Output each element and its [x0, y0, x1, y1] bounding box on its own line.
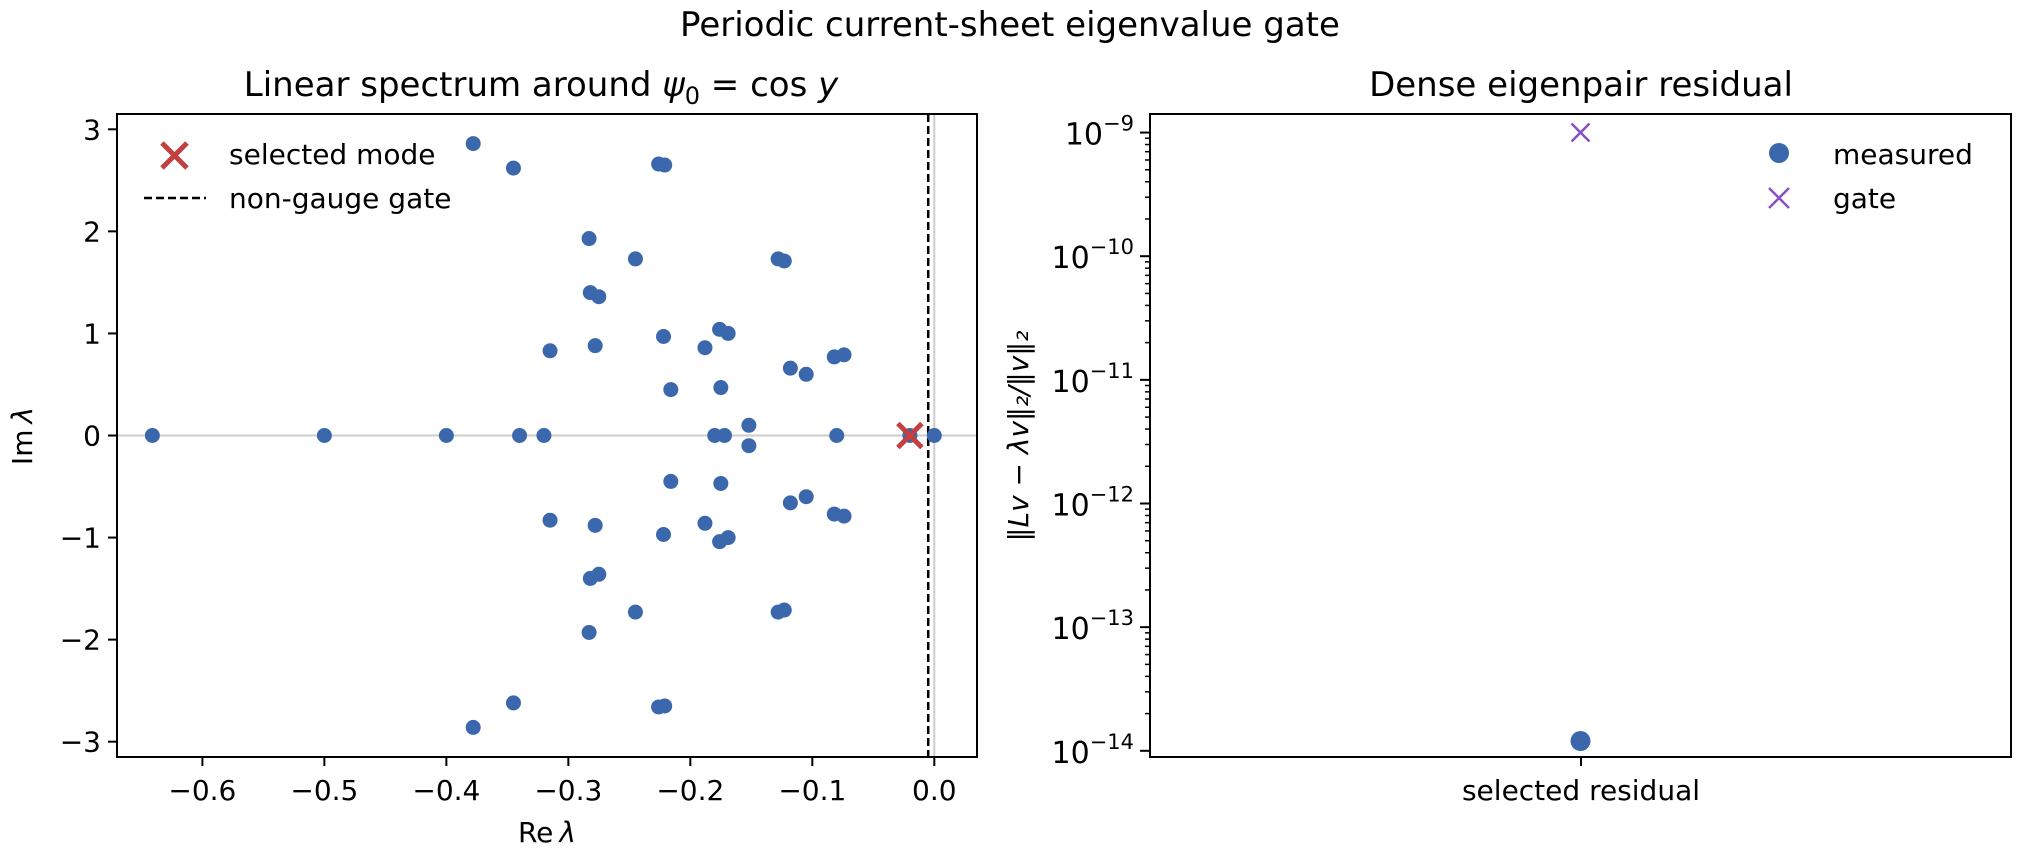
selected-mode-marker	[896, 421, 924, 450]
y-tick-label: 10−11	[1051, 359, 1134, 400]
figure-suptitle: Periodic current-sheet eigenvalue gate	[680, 5, 1340, 45]
eigenvalue-point	[581, 624, 597, 640]
residual-y-ticks: 10−14 10−13 10−12 10−11 10−10 10−9	[1051, 112, 1150, 771]
eigenvalue-point	[782, 495, 798, 511]
eigenvalue-point	[798, 489, 814, 505]
y-tick-label: −1	[60, 522, 101, 555]
legend-measured-marker	[1769, 143, 1789, 163]
legend-gate-marker	[1768, 187, 1790, 209]
eigenvalue-point	[776, 602, 792, 618]
gate-marker	[1570, 122, 1591, 143]
spectrum-x-ticks: −0.6 −0.5 −0.4 −0.3 −0.2 −0.1 0.0	[168, 757, 957, 807]
legend-gate-label: non-gauge gate	[229, 182, 451, 215]
eigenvalue-point	[655, 328, 671, 344]
eigenvalue-point	[720, 325, 736, 341]
eigenvalue-point	[505, 160, 521, 176]
residual-legend: measured gate	[1768, 138, 1973, 215]
eigenvalue-point	[697, 515, 713, 531]
eigenvalue-point	[741, 417, 757, 433]
y-tick-label: 1	[83, 317, 101, 350]
legend-selected-marker	[160, 141, 189, 170]
eigenvalue-point	[542, 512, 558, 528]
y-tick-label: 10−10	[1051, 235, 1134, 276]
y-tick-label: 2	[83, 215, 101, 248]
spectrum-xlabel: Re λ	[518, 816, 576, 849]
eigenvalue-point	[926, 428, 942, 443]
eigenvalue-point	[782, 360, 798, 376]
eigenvalue-point	[720, 530, 736, 546]
y-tick-label: 10−12	[1051, 483, 1134, 524]
eigenvalue-point	[505, 695, 521, 711]
eigenvalue-point	[798, 366, 814, 382]
eigenvalue-point	[829, 428, 845, 443]
eigenvalue-points	[144, 136, 942, 735]
spectrum-legend: selected mode non-gauge gate	[144, 138, 451, 215]
y-tick-label: 10−13	[1051, 606, 1134, 647]
eigenvalue-point	[741, 438, 757, 454]
eigenvalue-point	[716, 428, 732, 443]
eigenvalue-point	[836, 508, 852, 524]
eigenvalue-point	[713, 475, 729, 491]
eigenvalue-point	[836, 347, 852, 363]
spectrum-panel: Linear spectrum around ψ0 = cos y −0.6 −0…	[6, 65, 978, 849]
residual-title: Dense eigenpair residual	[1369, 65, 1793, 105]
eigenvalue-point	[663, 473, 679, 489]
legend-gate-label-right: gate	[1833, 182, 1896, 215]
eigenvalue-point	[316, 428, 332, 443]
residual-ylabel: ‖Lv − λv‖₂/‖v‖₂	[1002, 330, 1035, 541]
eigenvalue-point	[581, 231, 597, 247]
measured-residual-point	[1570, 731, 1591, 752]
residual-x-tick-label: selected residual	[1462, 774, 1700, 807]
eigenvalue-point	[536, 428, 552, 443]
x-tick-label: −0.2	[656, 774, 724, 807]
eigenvalue-point	[465, 136, 481, 152]
spectrum-title: Linear spectrum around ψ0 = cos y	[244, 65, 839, 110]
eigenvalue-point	[438, 428, 454, 443]
residual-marks	[1570, 122, 1591, 752]
residual-panel: Dense eigenpair residual 10−14 10−13 10−12…	[1002, 65, 2012, 807]
x-tick-label: −0.5	[290, 774, 358, 807]
y-tick-label: −2	[60, 624, 101, 657]
eigenvalue-point	[591, 289, 607, 305]
eigenvalue-point	[627, 251, 643, 267]
eigenvalue-point	[587, 517, 603, 533]
spectrum-y-ticks: −3 −2 −1 0 1 2 3	[60, 113, 117, 759]
eigenvalue-point	[627, 604, 643, 620]
eigenvalue-point	[776, 253, 792, 269]
x-tick-label: −0.1	[778, 774, 846, 807]
eigenvalue-point	[657, 698, 673, 714]
x-tick-label: −0.3	[534, 774, 602, 807]
y-tick-label: 3	[83, 113, 101, 146]
x-tick-label: 0.0	[912, 774, 957, 807]
legend-selected-label: selected mode	[229, 138, 436, 171]
spectrum-ylabel: Imλ	[6, 407, 39, 465]
eigenvalue-point	[465, 719, 481, 735]
x-tick-label: −0.4	[412, 774, 480, 807]
legend-measured-label: measured	[1833, 138, 1973, 171]
selected-mode-layer	[896, 421, 924, 450]
eigenvalue-point	[144, 428, 160, 443]
eigenvalue-point	[713, 380, 729, 396]
eigenvalue-point	[655, 527, 671, 543]
x-tick-label: −0.6	[168, 774, 236, 807]
eigenvalue-point	[587, 338, 603, 354]
eigenvalue-point	[542, 343, 558, 359]
eigenvalue-point	[697, 340, 713, 356]
eigenvalue-point	[657, 157, 673, 173]
y-tick-label: 0	[83, 420, 101, 453]
y-tick-label: −3	[60, 726, 101, 759]
eigenvalue-point	[663, 382, 679, 398]
y-tick-label: 10−14	[1051, 730, 1134, 771]
eigenvalue-point	[591, 566, 607, 582]
y-tick-label: 10−9	[1065, 112, 1134, 153]
eigenvalue-point	[512, 428, 528, 443]
